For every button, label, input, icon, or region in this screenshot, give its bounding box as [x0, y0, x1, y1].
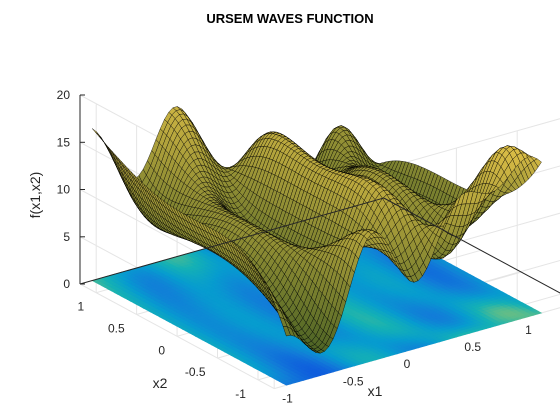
chart-title: URSEM WAVES FUNCTION — [206, 11, 373, 26]
